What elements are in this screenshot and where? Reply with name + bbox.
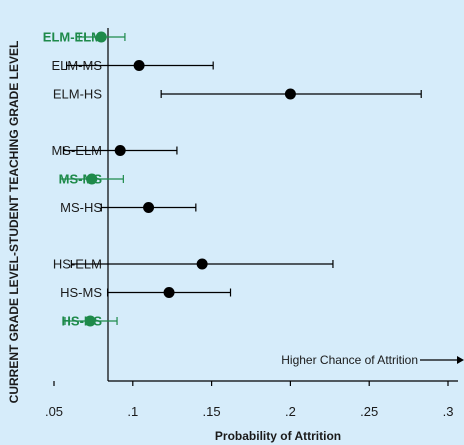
row-elm-ms: ELM-MS — [51, 58, 213, 73]
estimate-point-elm-ms — [134, 60, 145, 71]
x-tick-label-.05: .05 — [45, 404, 63, 419]
category-label-elm-hs: ELM-HS — [53, 87, 102, 102]
row-ms-hs: MS-HS — [60, 200, 196, 215]
row-ms-elm: MS-ELM — [51, 143, 176, 158]
estimate-point-ms-hs — [143, 202, 154, 213]
estimate-point-ms-ms — [86, 174, 97, 185]
estimate-point-hs-ms — [164, 287, 175, 298]
row-hs-hs: HS-HS — [62, 314, 117, 329]
annotation-text: Higher Chance of Attrition — [281, 353, 418, 367]
category-label-ms-hs: MS-HS — [60, 200, 102, 215]
row-hs-ms: HS-MS — [60, 285, 230, 300]
y-axis-title-group: CURRENT GRADE LEVEL-STUDENT TEACHING GRA… — [7, 41, 21, 404]
row-elm-elm: ELM-ELM — [43, 30, 125, 45]
row-hs-elm: HS-ELM — [53, 257, 333, 272]
x-axis-ticks: .05 .1 .15 .2 .25 .3 — [45, 381, 453, 419]
estimate-point-hs-elm — [197, 259, 208, 270]
x-tick-label-.15: .15 — [203, 404, 221, 419]
estimate-point-elm-elm — [96, 32, 107, 43]
row-ms-ms: MS-MS — [59, 172, 124, 187]
x-tick-label-.1: .1 — [127, 404, 138, 419]
estimate-point-ms-elm — [115, 145, 126, 156]
y-axis-title: CURRENT GRADE LEVEL-STUDENT TEACHING GRA… — [7, 41, 21, 404]
annotation-arrow-head — [457, 356, 464, 364]
chart-marks: ELM-ELM ELM-MS ELM-HS MS-ELM MS-MS MS-HS HS-EL… — [43, 30, 421, 329]
x-axis-title: Probability of Attrition — [215, 429, 341, 443]
estimate-point-elm-hs — [285, 89, 296, 100]
attrition-annotation: Higher Chance of Attrition — [281, 353, 464, 367]
x-tick-label-.25: .25 — [360, 404, 378, 419]
x-tick-label-.2: .2 — [285, 404, 296, 419]
category-label-hs-ms: HS-MS — [60, 285, 102, 300]
estimate-point-hs-hs — [85, 316, 96, 327]
x-tick-label-.3: .3 — [443, 404, 454, 419]
